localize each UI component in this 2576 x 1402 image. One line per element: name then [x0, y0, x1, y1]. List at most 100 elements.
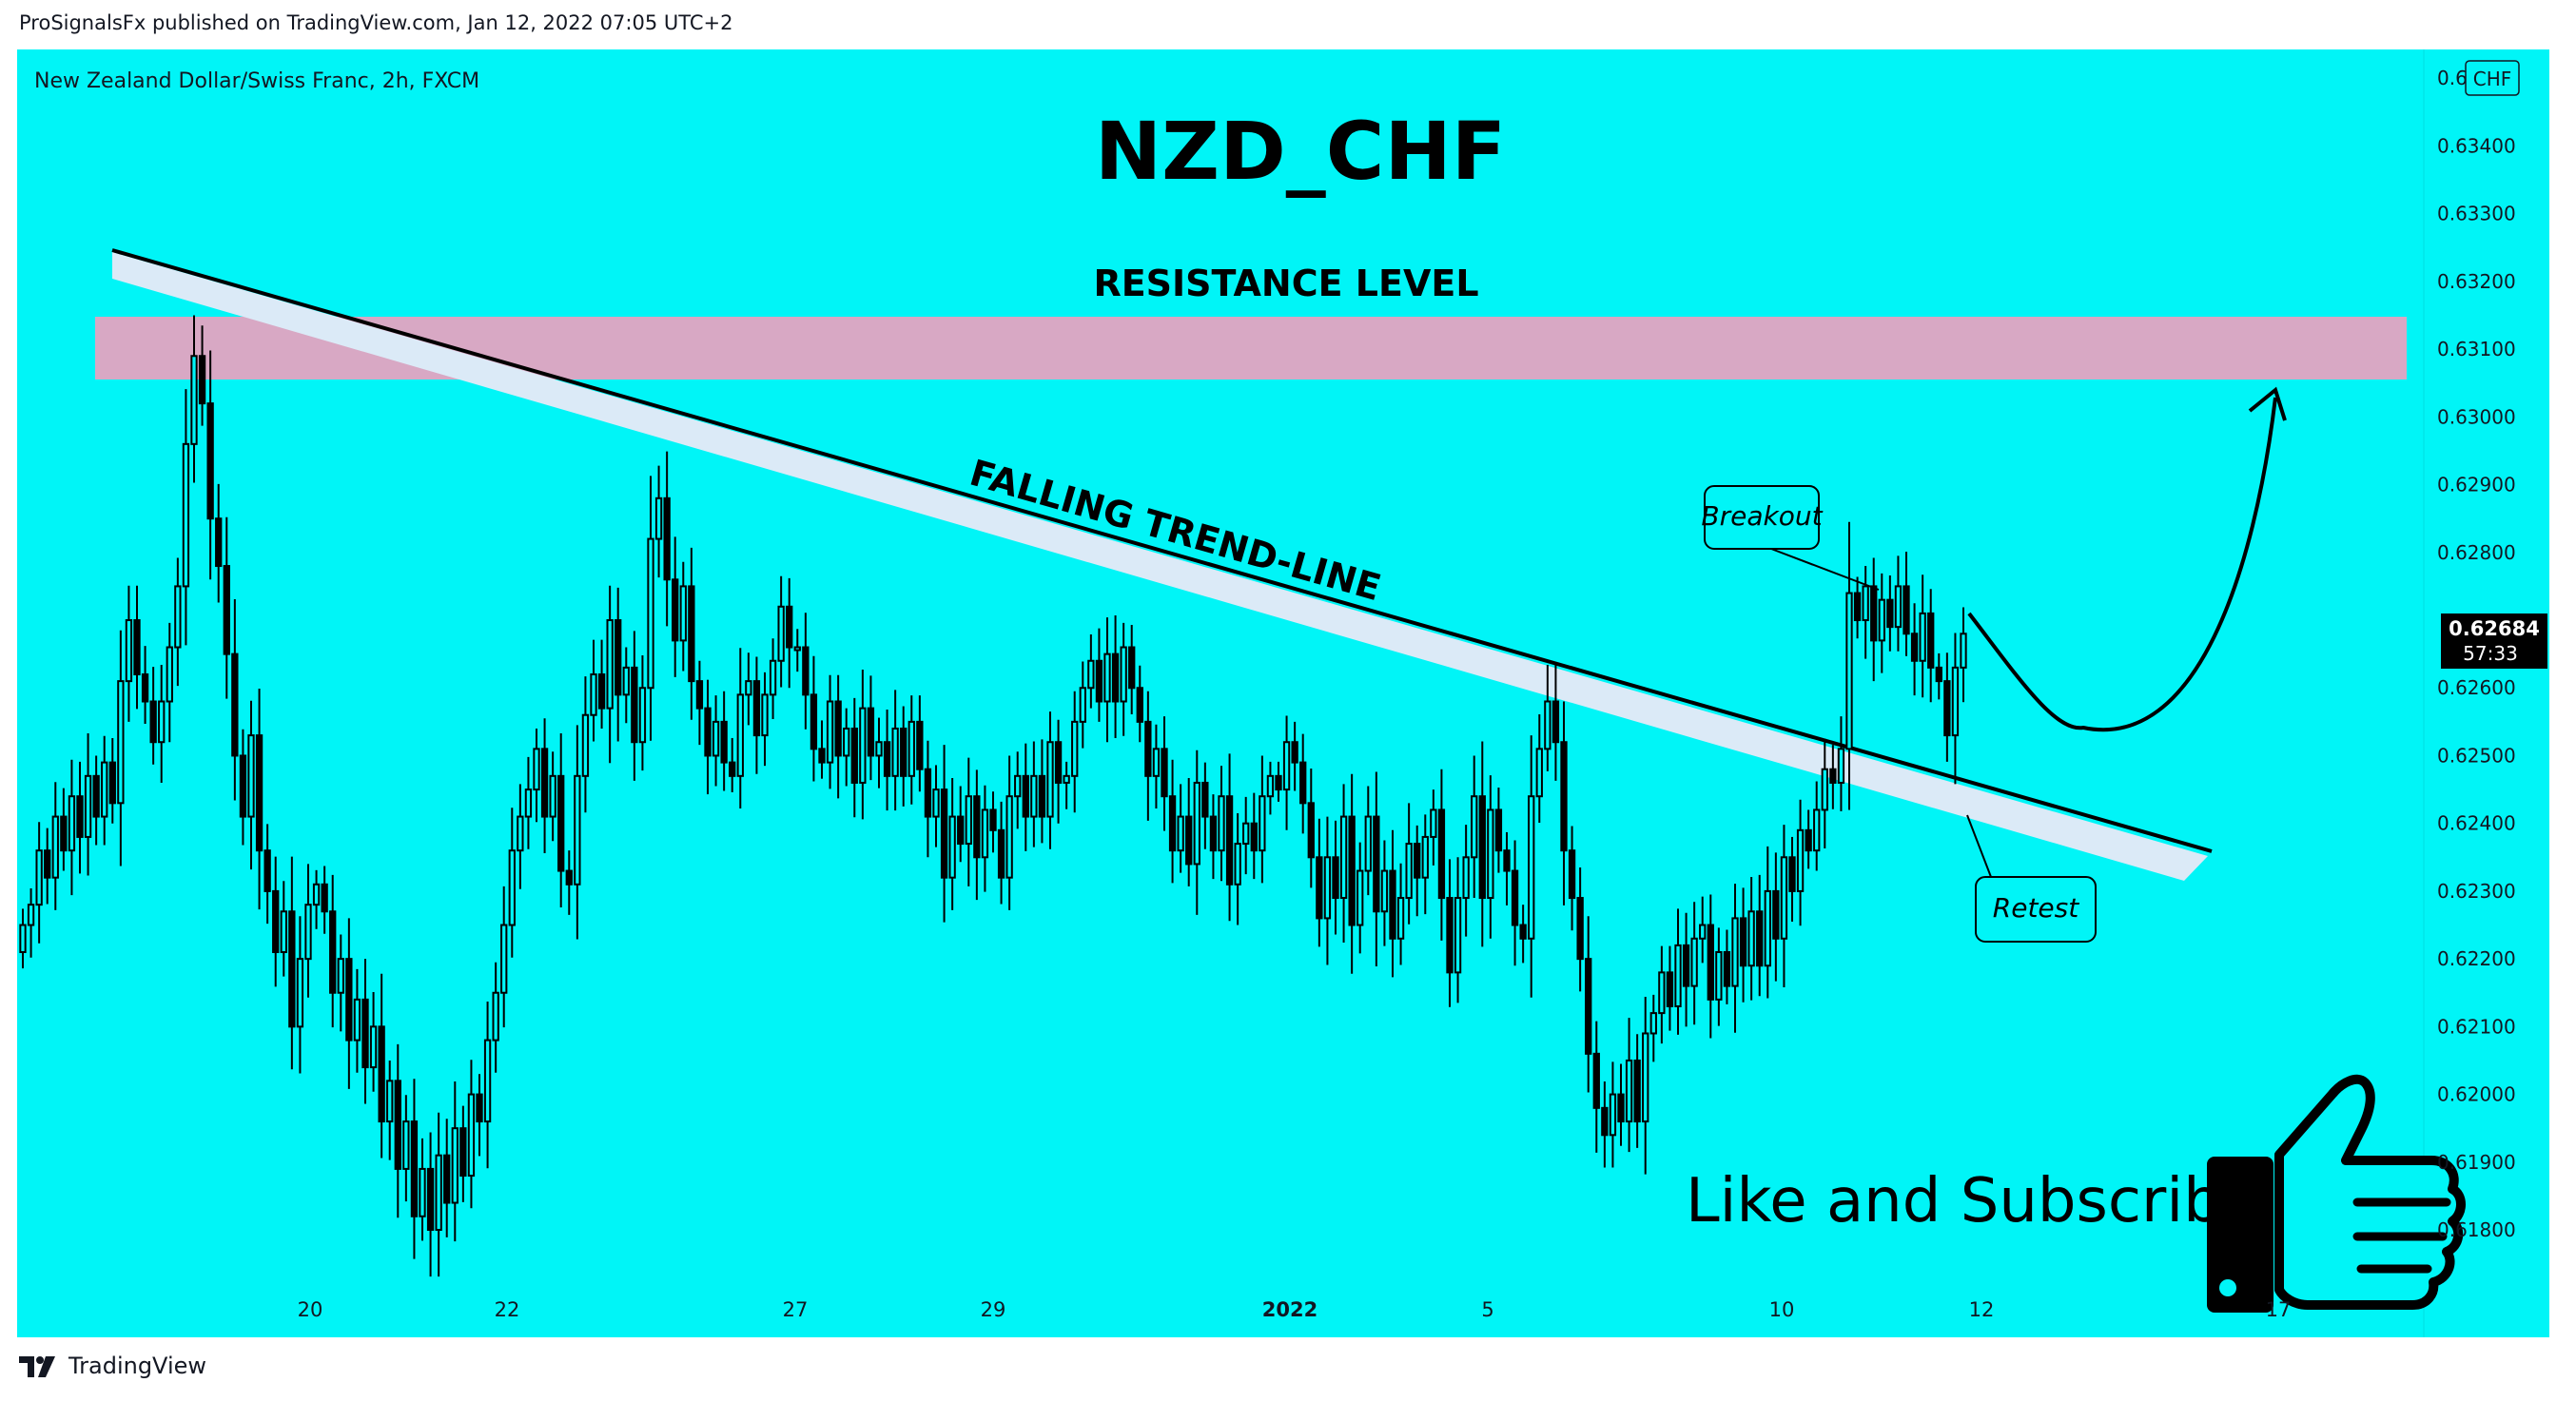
candle-bearish: [1903, 585, 1910, 635]
candle-bullish: [1103, 652, 1111, 703]
candle-bullish: [1005, 795, 1013, 879]
time-tick-label: 29: [981, 1298, 1006, 1321]
candle-bullish: [1014, 774, 1022, 798]
candle-bullish: [117, 680, 125, 805]
candle-bullish: [1071, 720, 1079, 777]
candle-bearish: [1307, 802, 1315, 859]
candle-bullish: [793, 646, 801, 652]
currency-badge-box[interactable]: [2465, 60, 2520, 96]
time-tick-label: 12: [1969, 1298, 1995, 1321]
candle-bearish: [1225, 795, 1234, 886]
candle-bullish: [296, 958, 304, 1028]
candle-bullish: [386, 1080, 394, 1123]
candle-bullish: [654, 497, 663, 540]
candle-bearish: [989, 808, 997, 831]
candle-bearish: [1136, 687, 1143, 723]
candle-bullish: [125, 619, 133, 683]
retest-callout-box: [1975, 876, 2097, 943]
time-axis[interactable]: 20 22 27 29 2022 5 10 12 17: [298, 1298, 2292, 1321]
candle-bullish: [1796, 828, 1805, 892]
candle-bullish: [549, 774, 556, 818]
candle-bearish: [1576, 897, 1584, 961]
candle-bearish: [1250, 822, 1258, 852]
candle-bearish: [1209, 815, 1218, 852]
candle-bearish: [1111, 652, 1120, 703]
candle-bearish: [540, 748, 549, 818]
resistance-label: RESISTANCE LEVEL: [1093, 263, 1478, 304]
candle-bullish: [606, 619, 614, 710]
candle-bullish: [1405, 843, 1413, 900]
candle-bearish: [672, 578, 679, 642]
price-tick-label: 0.62800: [2437, 541, 2516, 564]
tradingview-brand: TradingView: [68, 1353, 207, 1379]
candle-bullish: [745, 680, 752, 696]
candle-bullish: [948, 815, 956, 879]
candle-bullish: [581, 713, 590, 777]
candle-bullish: [1715, 951, 1723, 1001]
candle-bearish: [1617, 1093, 1625, 1123]
publish-info: ProSignalsFx published on TradingView.co…: [19, 11, 733, 34]
candle-bullish: [101, 761, 108, 818]
candle-bearish: [631, 666, 638, 744]
candle-bullish: [1649, 1012, 1657, 1035]
candle-bullish: [1259, 795, 1266, 852]
candle-bearish: [459, 1127, 467, 1178]
candle-bearish: [1870, 585, 1878, 642]
candle-bullish: [1731, 917, 1739, 987]
candle-bullish: [369, 1025, 378, 1069]
price-tick-label: 0.63300: [2437, 203, 2516, 225]
candle-bearish: [92, 774, 100, 818]
candle-bullish: [1878, 598, 1885, 642]
candle-bearish: [1927, 612, 1935, 669]
candle-bearish: [1568, 849, 1576, 900]
candle-bearish: [1682, 944, 1690, 987]
candle-bearish: [973, 795, 981, 859]
candle-bullish: [647, 537, 654, 690]
candle-bearish: [720, 720, 728, 764]
candle-bullish: [679, 585, 687, 642]
falling-trendline: [111, 248, 2213, 853]
candle-bearish: [1414, 843, 1421, 879]
candle-bullish: [533, 748, 540, 791]
candle-bearish: [149, 700, 157, 744]
candle-bullish: [777, 605, 785, 662]
candle-bullish: [1690, 937, 1698, 987]
candle-bearish: [1723, 951, 1731, 987]
candle-bearish: [1038, 774, 1046, 818]
candle-bullish: [1625, 1059, 1633, 1123]
cta-text: Like and Subscribe: [1686, 1166, 2259, 1236]
candle-bearish: [1446, 897, 1454, 974]
candle-bullish: [353, 998, 361, 1042]
candle-bullish: [84, 774, 92, 838]
candle-bullish: [419, 1167, 426, 1217]
candle-bearish: [924, 768, 932, 818]
candle-bearish: [1943, 680, 1951, 737]
candle-bullish: [1356, 869, 1364, 926]
candle-bearish: [255, 734, 263, 852]
candle-bearish: [883, 741, 891, 777]
candle-bullish: [524, 789, 533, 818]
price-tick-label: 0.63200: [2437, 270, 2516, 293]
candle-bearish: [1054, 741, 1063, 784]
candle-bearish: [1373, 815, 1380, 913]
candle-bullish: [574, 774, 581, 886]
time-tick-label: 10: [1769, 1298, 1795, 1321]
candle-bullish: [1764, 889, 1771, 967]
thumbs-up-icon: [2207, 1074, 2466, 1313]
candle-bearish: [394, 1080, 401, 1170]
candle-bearish: [272, 889, 280, 954]
candle-bullish: [1063, 774, 1070, 784]
candle-bullish: [1837, 748, 1845, 784]
candle-bullish: [1282, 741, 1291, 791]
candle-bullish: [1813, 808, 1821, 852]
candle-bearish: [1585, 958, 1592, 1055]
trendline-band: [112, 252, 2208, 881]
candle-bullish: [1152, 748, 1161, 777]
price-axis[interactable]: 0.635000.634000.633000.632000.631000.630…: [2437, 67, 2516, 1241]
current-price-countdown: 57:33: [2463, 642, 2518, 665]
price-tick-label: 0.62100: [2437, 1015, 2516, 1038]
candle-bullish: [638, 687, 647, 744]
candle-bullish: [51, 815, 59, 879]
candle-bearish: [1161, 748, 1168, 798]
